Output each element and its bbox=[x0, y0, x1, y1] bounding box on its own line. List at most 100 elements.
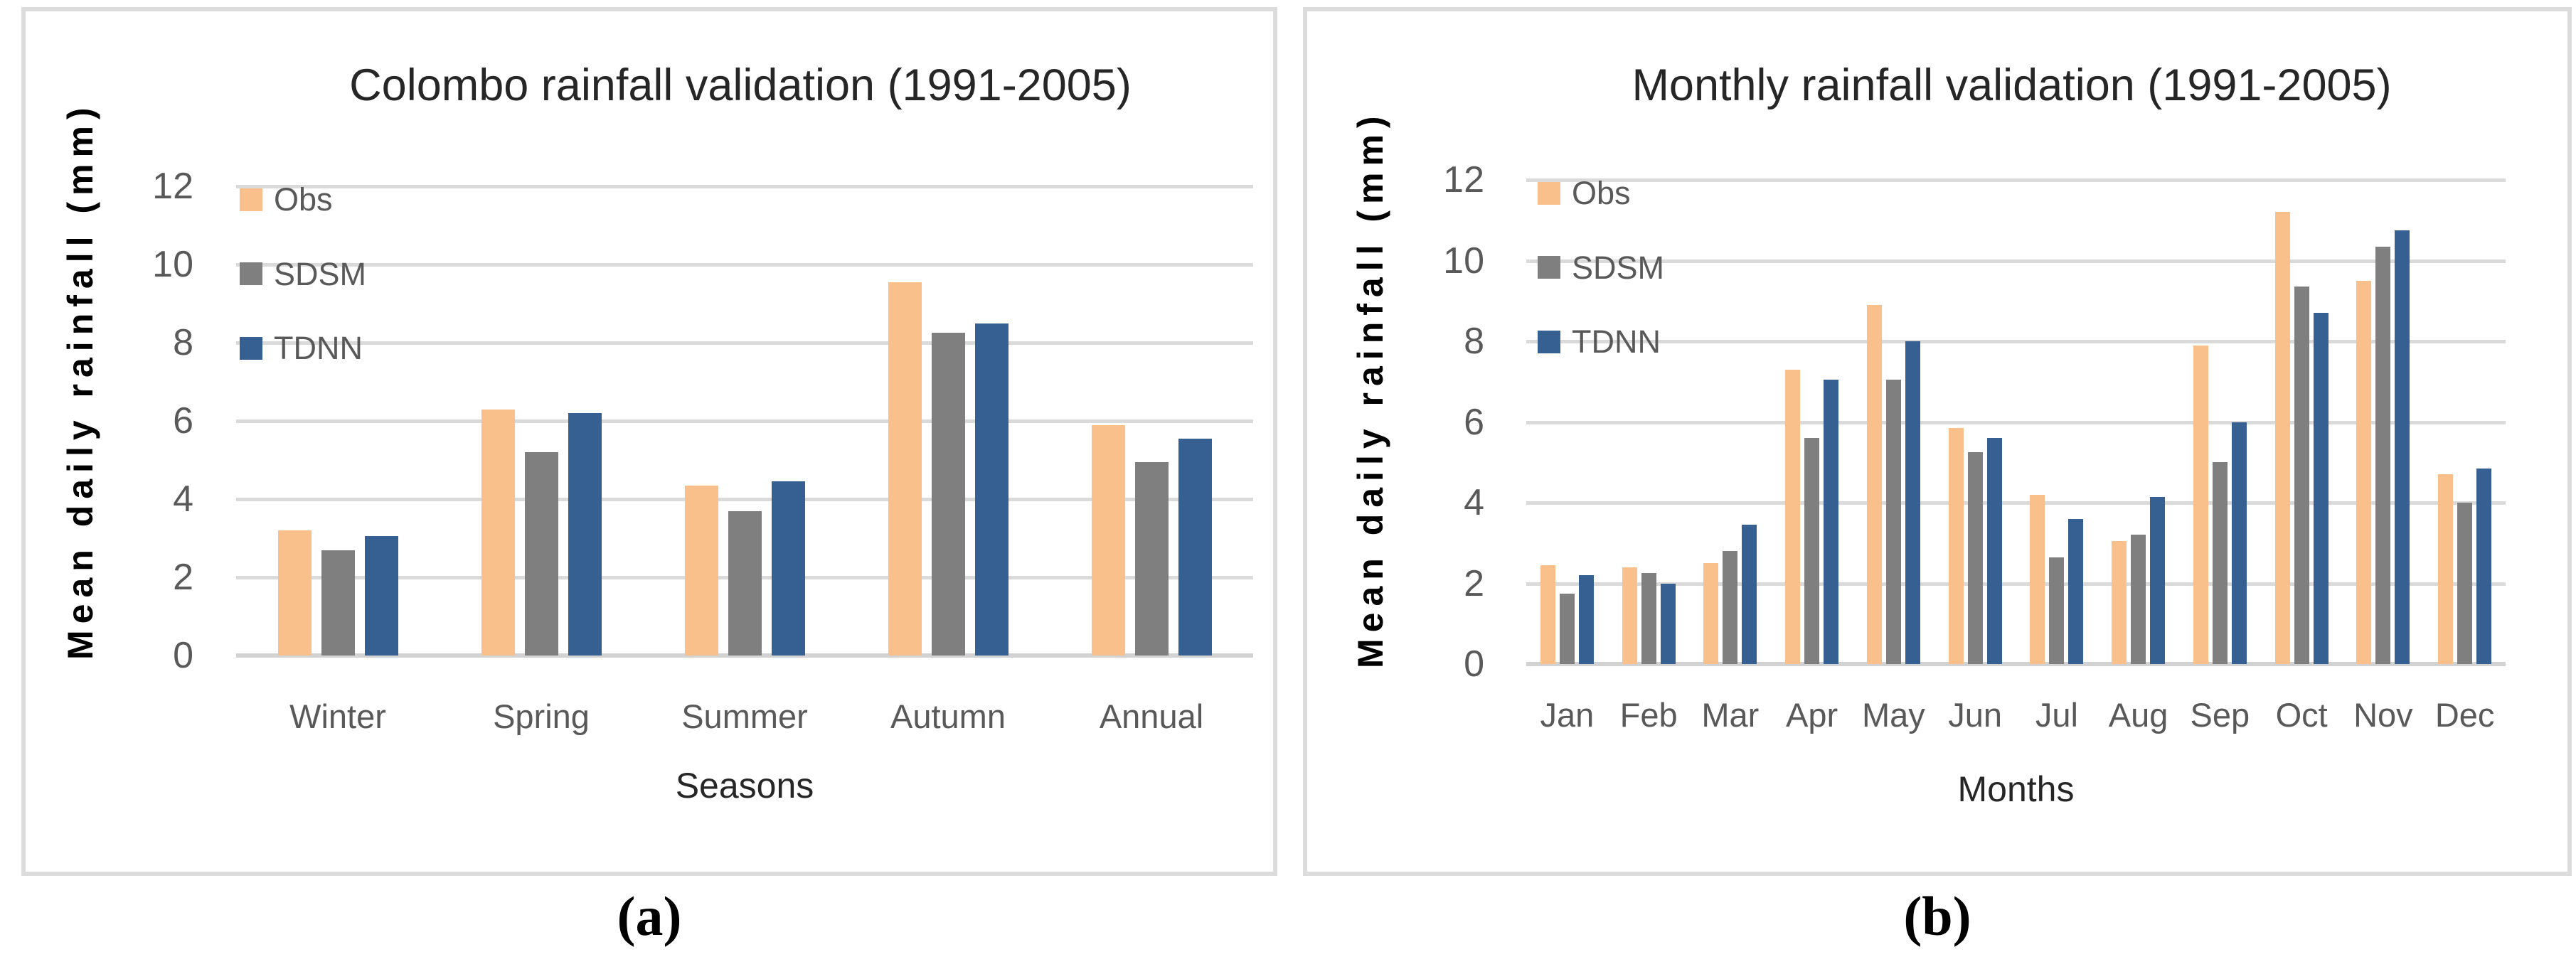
y-tick-label: 2 bbox=[173, 557, 193, 598]
y-tick-label: 2 bbox=[1464, 562, 1484, 604]
x-tick-label-nov: Nov bbox=[2353, 696, 2413, 734]
bar-oct-obs bbox=[2274, 212, 2290, 664]
gridline bbox=[1526, 501, 2506, 505]
bar-aug-obs bbox=[2112, 540, 2127, 664]
y-tick-label: 8 bbox=[1464, 321, 1484, 362]
x-tick-label-apr: Apr bbox=[1786, 696, 1838, 734]
bar-annual-tdnn bbox=[1178, 438, 1212, 656]
bar-oct-tdnn bbox=[2313, 313, 2328, 664]
plot-area bbox=[236, 185, 1253, 658]
legend-item-sdsm: SDSM bbox=[240, 258, 366, 290]
seasonal-chart-panel: Colombo rainfall validation (1991-2005) … bbox=[21, 7, 1277, 876]
bar-dec-tdnn bbox=[2476, 468, 2492, 664]
y-tick-label: 4 bbox=[173, 478, 193, 520]
legend-item-sdsm: SDSM bbox=[1538, 252, 1664, 284]
bar-may-tdnn bbox=[1905, 341, 1920, 664]
x-axis-line bbox=[1526, 662, 2506, 666]
bar-jan-tdnn bbox=[1578, 575, 1594, 664]
bar-autumn-tdnn bbox=[974, 323, 1008, 656]
bar-autumn-obs bbox=[888, 282, 922, 656]
x-tick-label-jul: Jul bbox=[2035, 696, 2078, 734]
x-tick-label-winter: Winter bbox=[289, 697, 386, 735]
bar-autumn-sdsm bbox=[931, 333, 965, 656]
bar-mar-obs bbox=[1703, 563, 1719, 664]
x-axis-line bbox=[236, 653, 1253, 658]
bar-jul-sdsm bbox=[2049, 557, 2065, 664]
bar-sep-tdnn bbox=[2231, 422, 2247, 664]
legend-swatch-obs bbox=[240, 188, 262, 211]
gridline bbox=[1526, 582, 2506, 586]
gridline bbox=[1526, 178, 2506, 182]
legend-item-obs: Obs bbox=[240, 183, 333, 215]
chart-title: Monthly rainfall validation (1991-2005) bbox=[1632, 60, 2392, 110]
y-tick-label: 6 bbox=[1464, 401, 1484, 443]
x-tick-label-mar: Mar bbox=[1701, 696, 1760, 734]
x-tick-label-dec: Dec bbox=[2434, 696, 2495, 734]
x-axis-title: Seasons bbox=[675, 766, 814, 806]
legend-label: Obs bbox=[1572, 175, 1631, 211]
monthly-chart-panel: Monthly rainfall validation (1991-2005) … bbox=[1303, 7, 2572, 876]
gridline bbox=[1526, 340, 2506, 343]
bar-spring-sdsm bbox=[524, 452, 558, 656]
bar-sep-sdsm bbox=[2212, 462, 2228, 664]
chart-title: Colombo rainfall validation (1991-2005) bbox=[349, 60, 1132, 110]
bar-oct-sdsm bbox=[2294, 287, 2309, 664]
bar-feb-sdsm bbox=[1641, 573, 1656, 664]
y-tick-label: 4 bbox=[1464, 482, 1484, 523]
bar-annual-sdsm bbox=[1134, 461, 1169, 656]
bar-feb-tdnn bbox=[1660, 583, 1676, 664]
legend-swatch-tdnn bbox=[240, 336, 262, 360]
legend-item-tdnn: TDNN bbox=[240, 332, 363, 364]
x-tick-label-jun: Jun bbox=[1948, 696, 2003, 734]
bar-jul-obs bbox=[2030, 494, 2045, 664]
caption-b: (b) bbox=[1903, 885, 1971, 947]
gridline bbox=[236, 341, 1253, 345]
x-tick-label-sep: Sep bbox=[2190, 696, 2250, 734]
legend-item-tdnn: TDNN bbox=[1538, 326, 1661, 358]
legend-item-obs: Obs bbox=[1538, 177, 1631, 209]
bar-sep-obs bbox=[2193, 345, 2208, 664]
legend-label: Obs bbox=[274, 181, 333, 218]
bar-summer-tdnn bbox=[771, 481, 805, 656]
caption-a: (a) bbox=[617, 885, 682, 947]
bar-apr-sdsm bbox=[1804, 438, 1820, 664]
bar-mar-tdnn bbox=[1742, 525, 1757, 664]
bar-feb-obs bbox=[1622, 567, 1637, 664]
x-tick-label-autumn: Autumn bbox=[890, 697, 1006, 735]
bar-nov-sdsm bbox=[2375, 246, 2391, 664]
bar-dec-obs bbox=[2438, 474, 2454, 664]
y-tick-label: 12 bbox=[1443, 159, 1484, 200]
bar-mar-sdsm bbox=[1723, 551, 1738, 664]
x-tick-label-aug: Aug bbox=[2108, 696, 2168, 734]
legend-swatch-tdnn bbox=[1538, 330, 1560, 353]
x-tick-label-oct: Oct bbox=[2275, 696, 2328, 734]
plot-area bbox=[1526, 178, 2506, 666]
y-tick-label: 8 bbox=[173, 322, 193, 363]
legend-label: SDSM bbox=[274, 255, 367, 292]
x-tick-label-summer: Summer bbox=[681, 697, 808, 735]
y-tick-label: 6 bbox=[173, 400, 193, 442]
gridline bbox=[236, 263, 1253, 267]
legend-swatch-sdsm bbox=[1538, 256, 1560, 279]
bar-spring-obs bbox=[481, 409, 515, 656]
gridline bbox=[1526, 259, 2506, 263]
x-axis-title: Months bbox=[1957, 769, 2075, 809]
x-tick-label-jan: Jan bbox=[1540, 696, 1595, 734]
bar-nov-tdnn bbox=[2395, 230, 2410, 664]
legend-swatch-obs bbox=[1538, 181, 1560, 205]
bar-winter-sdsm bbox=[321, 550, 355, 656]
bar-may-obs bbox=[1866, 304, 1882, 664]
bar-aug-tdnn bbox=[2150, 496, 2166, 664]
bar-aug-sdsm bbox=[2131, 535, 2146, 664]
bar-winter-obs bbox=[277, 530, 312, 656]
bar-jun-obs bbox=[1948, 428, 1964, 664]
x-tick-label-feb: Feb bbox=[1619, 696, 1678, 734]
bar-apr-obs bbox=[1785, 369, 1801, 664]
bar-dec-sdsm bbox=[2457, 503, 2473, 664]
gridline bbox=[236, 419, 1253, 423]
legend-swatch-sdsm bbox=[240, 262, 262, 285]
bar-spring-tdnn bbox=[568, 413, 602, 656]
bar-summer-obs bbox=[684, 485, 718, 656]
gridline bbox=[236, 185, 1253, 188]
bar-jun-tdnn bbox=[1986, 438, 2002, 664]
